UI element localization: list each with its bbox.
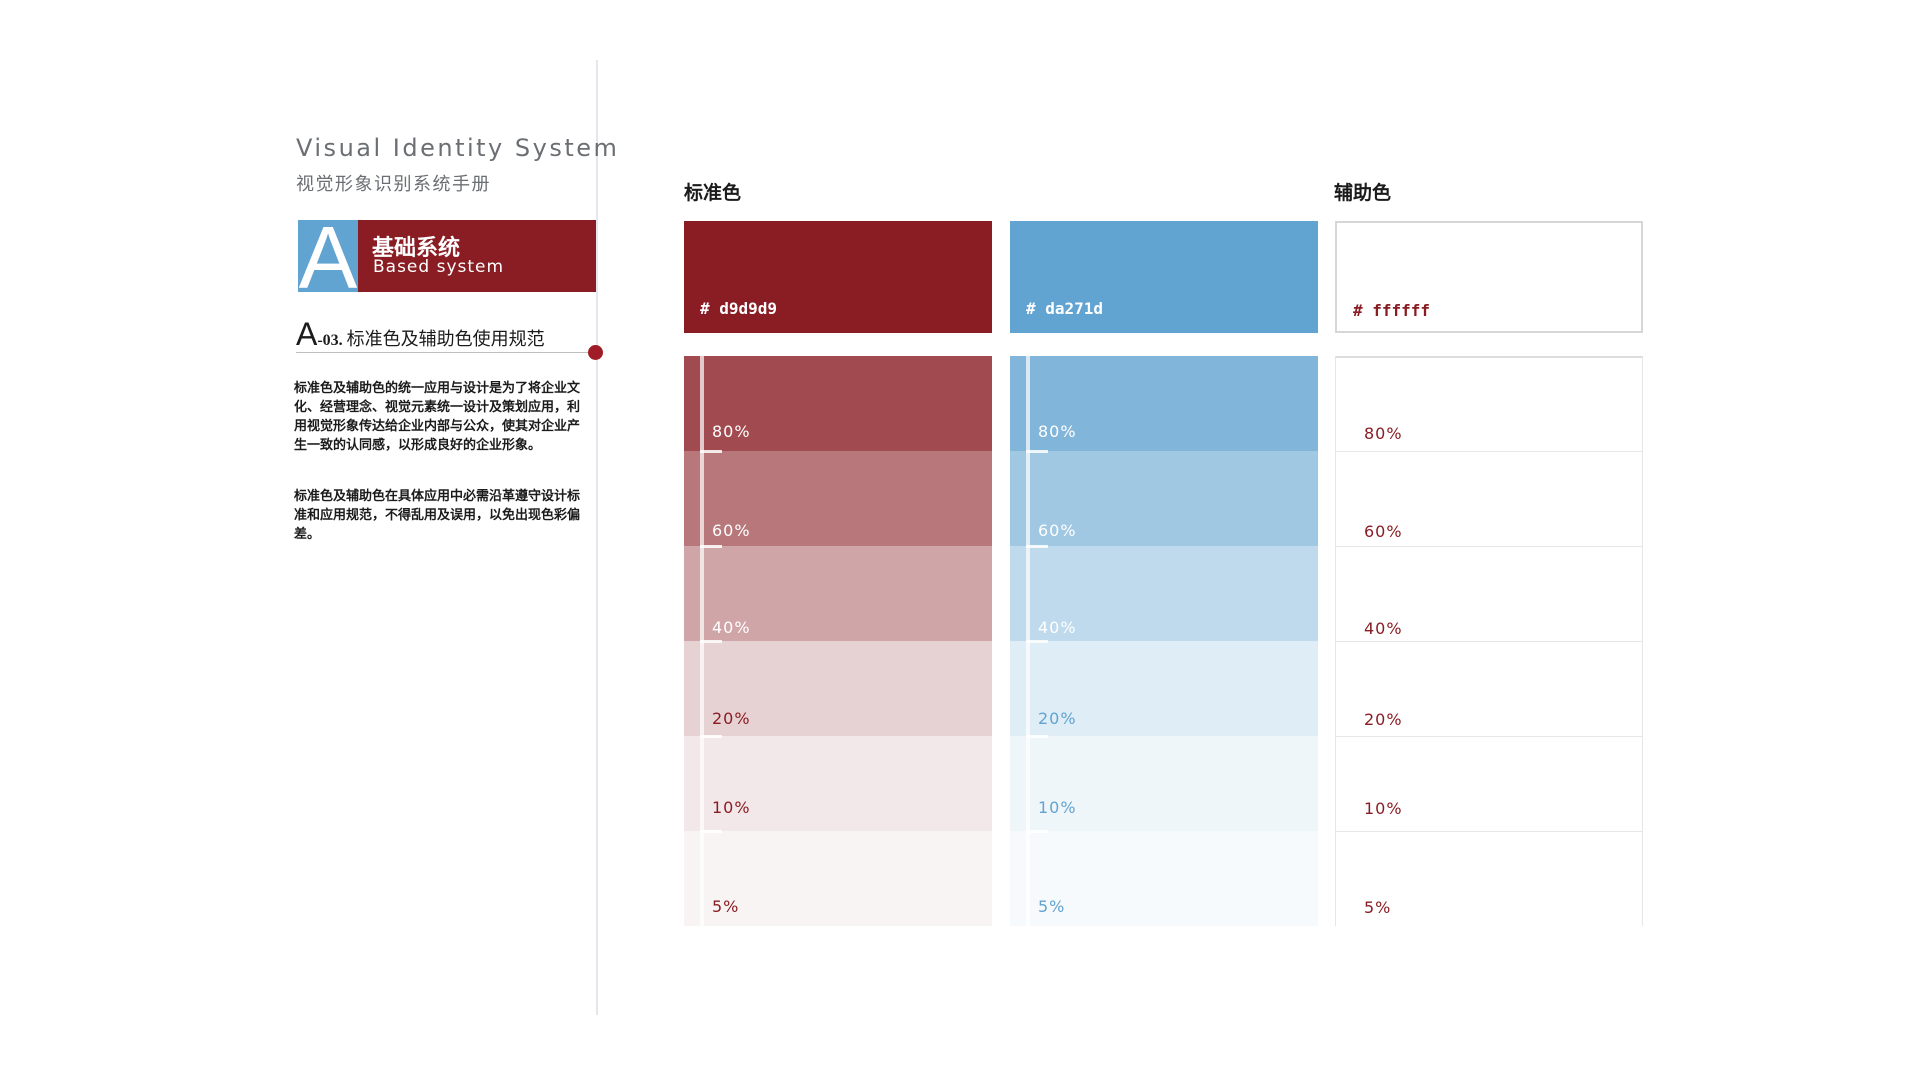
page-title-text: 标准色及辅助色使用规范 bbox=[346, 329, 545, 350]
tint-swatch-red-40: 40% bbox=[684, 546, 992, 641]
tint-swatch-red-60: 60% bbox=[684, 451, 992, 546]
tint-label: 40% bbox=[712, 618, 751, 637]
section-letter: A bbox=[298, 220, 358, 292]
tint-swatch-blue-20: 20% bbox=[1010, 641, 1318, 736]
tint-column-white: 80% 60% 40% 20% 10% 5% bbox=[1335, 356, 1643, 926]
title-underline bbox=[296, 352, 592, 353]
tint-label: 5% bbox=[1364, 898, 1392, 917]
main-swatch-blue: # da271d bbox=[1010, 221, 1318, 333]
vertical-divider bbox=[596, 60, 598, 1015]
tint-label: 40% bbox=[1364, 619, 1403, 638]
tint-swatch-white-20: 20% bbox=[1335, 641, 1643, 736]
tint-swatch-red-20: 20% bbox=[684, 641, 992, 736]
tint-swatch-red-80: 80% bbox=[684, 356, 992, 451]
tint-label: 60% bbox=[712, 521, 751, 540]
tint-column-red: 80% 60% 40% 20% 10% 5% bbox=[684, 356, 992, 926]
tint-swatch-white-5: 5% bbox=[1335, 831, 1643, 926]
tint-label: 60% bbox=[1364, 522, 1403, 541]
tint-label: 20% bbox=[1038, 709, 1077, 728]
tint-swatch-white-80: 80% bbox=[1335, 356, 1643, 451]
tint-swatch-blue-40: 40% bbox=[1010, 546, 1318, 641]
tint-label: 60% bbox=[1038, 521, 1077, 540]
tint-swatch-white-60: 60% bbox=[1335, 451, 1643, 546]
tint-scale-tick bbox=[1026, 830, 1048, 833]
tint-scale-tick bbox=[700, 735, 722, 738]
auxiliary-color-label: 辅助色 bbox=[1334, 182, 1392, 204]
standard-color-label: 标准色 bbox=[684, 182, 742, 204]
title-underline-dot bbox=[588, 345, 603, 360]
tint-label: 20% bbox=[712, 709, 751, 728]
tint-label: 20% bbox=[1364, 710, 1403, 729]
tint-label: 10% bbox=[712, 798, 751, 817]
tint-swatch-red-10: 10% bbox=[684, 736, 992, 831]
section-banner-title-en: Based system bbox=[373, 257, 505, 277]
hex-code: # da271d bbox=[1026, 299, 1104, 318]
tint-label: 10% bbox=[1364, 799, 1403, 818]
tint-column-blue: 80% 60% 40% 20% 10% 5% bbox=[1010, 356, 1318, 926]
hex-code: # d9d9d9 bbox=[700, 299, 778, 318]
tint-label: 80% bbox=[712, 422, 751, 441]
tint-swatch-blue-60: 60% bbox=[1010, 451, 1318, 546]
tint-swatch-blue-10: 10% bbox=[1010, 736, 1318, 831]
description-paragraph: 标准色及辅助色在具体应用中必需沿革遵守设计标准和应用规范，不得乱用及误用，以免出… bbox=[294, 489, 581, 542]
page-title-number: -03. bbox=[317, 332, 343, 349]
tint-scale-tick bbox=[1026, 640, 1048, 643]
tint-scale-tick bbox=[700, 545, 722, 548]
main-swatch-red: # d9d9d9 bbox=[684, 221, 992, 333]
tint-scale-tick bbox=[1026, 735, 1048, 738]
manual-title-cn: 视觉形象识别系统手册 bbox=[296, 174, 491, 195]
manual-title-en: Visual Identity System bbox=[296, 134, 620, 162]
section-letter-badge: A bbox=[298, 220, 358, 292]
section-banner: 基础系统 Based system bbox=[358, 220, 596, 292]
tint-label: 5% bbox=[1038, 897, 1066, 916]
tint-scale-tick bbox=[700, 830, 722, 833]
hex-code: # ffffff bbox=[1353, 301, 1431, 320]
tint-swatch-white-10: 10% bbox=[1335, 736, 1643, 831]
tint-scale-tick bbox=[1026, 450, 1048, 453]
tint-label: 5% bbox=[712, 897, 740, 916]
tint-swatch-blue-80: 80% bbox=[1010, 356, 1318, 451]
tint-label: 40% bbox=[1038, 618, 1077, 637]
page-title-letter: A bbox=[296, 316, 318, 352]
tint-label: 10% bbox=[1038, 798, 1077, 817]
section-banner-title-cn: 基础系统 bbox=[372, 236, 461, 261]
tint-swatch-red-5: 5% bbox=[684, 831, 992, 926]
main-swatch-white: # ffffff bbox=[1335, 221, 1643, 333]
tint-label: 80% bbox=[1038, 422, 1077, 441]
tint-scale-tick bbox=[700, 450, 722, 453]
tint-label: 80% bbox=[1364, 424, 1403, 443]
tint-swatch-white-40: 40% bbox=[1335, 546, 1643, 641]
tint-swatch-blue-5: 5% bbox=[1010, 831, 1318, 926]
page-title: A-03. 标准色及辅助色使用规范 bbox=[296, 316, 545, 353]
tint-scale-tick bbox=[1026, 545, 1048, 548]
tint-scale-tick bbox=[700, 640, 722, 643]
description-paragraph: 标准色及辅助色的统一应用与设计是为了将企业文化、经营理念、视觉元素统一设计及策划… bbox=[294, 381, 581, 453]
